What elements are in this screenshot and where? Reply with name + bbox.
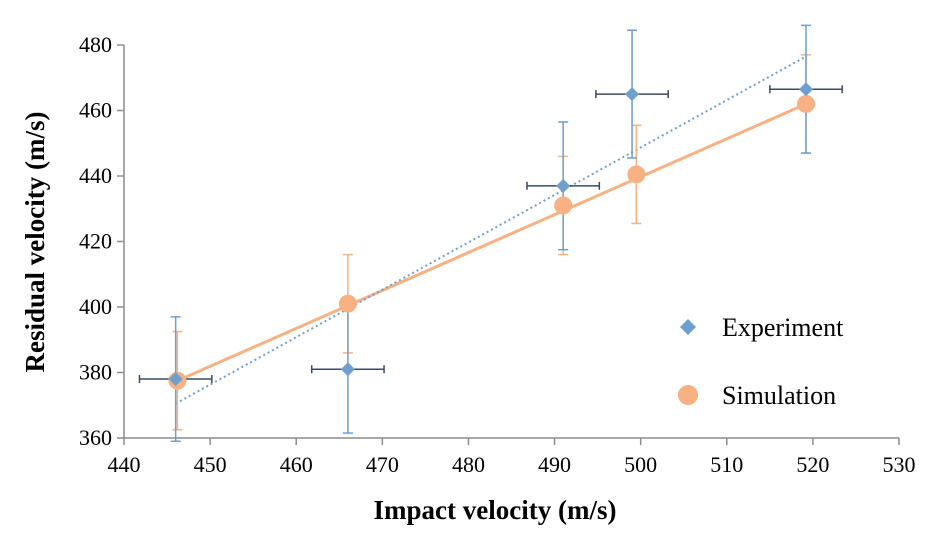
- legend-experiment-label: Experiment: [722, 313, 844, 342]
- x-tick-label: 440: [108, 452, 141, 477]
- x-tick-label: 470: [366, 452, 399, 477]
- experiment-trendline: [175, 55, 807, 405]
- y-tick-label: 460: [79, 98, 112, 123]
- y-tick-label: 380: [79, 360, 112, 385]
- legend-simulation-label: Simulation: [722, 381, 836, 410]
- x-tick-label: 450: [194, 452, 227, 477]
- simulation-point: [627, 165, 646, 184]
- x-tick-label: 490: [538, 452, 571, 477]
- legend: Experiment Simulation: [678, 313, 844, 410]
- simulation-point: [554, 196, 573, 215]
- x-axis-title: Impact velocity (m/s): [374, 495, 617, 525]
- plot-area: [138, 24, 843, 443]
- experiment-point: [556, 178, 571, 193]
- simulation-point: [797, 94, 815, 113]
- x-tick-label: 480: [452, 452, 485, 477]
- y-tick-label: 360: [79, 425, 112, 450]
- y-tick-label: 400: [79, 294, 112, 319]
- x-tick-label: 510: [710, 452, 743, 477]
- experiment-point: [799, 82, 813, 97]
- legend-experiment-marker: [680, 319, 696, 335]
- experiment-point: [625, 87, 640, 102]
- legend-simulation-marker: [678, 385, 698, 405]
- x-tick-label: 530: [883, 452, 916, 477]
- y-tick-label: 440: [79, 163, 112, 188]
- x-tick-label: 460: [280, 452, 313, 477]
- y-tick-label: 480: [79, 32, 112, 57]
- simulation-point: [338, 294, 357, 313]
- simulation-trendline: [176, 102, 807, 383]
- experiment-point: [340, 362, 355, 377]
- y-axis-title: Residual velocity (m/s): [20, 112, 50, 373]
- x-tick-label: 520: [796, 452, 829, 477]
- x-tick-label: 500: [624, 452, 657, 477]
- y-tick-label: 420: [79, 229, 112, 254]
- axes: 360 380 400 420 440 460 480 440 450 460 470 480 490 5…: [79, 32, 916, 477]
- experiment-point: [168, 372, 183, 387]
